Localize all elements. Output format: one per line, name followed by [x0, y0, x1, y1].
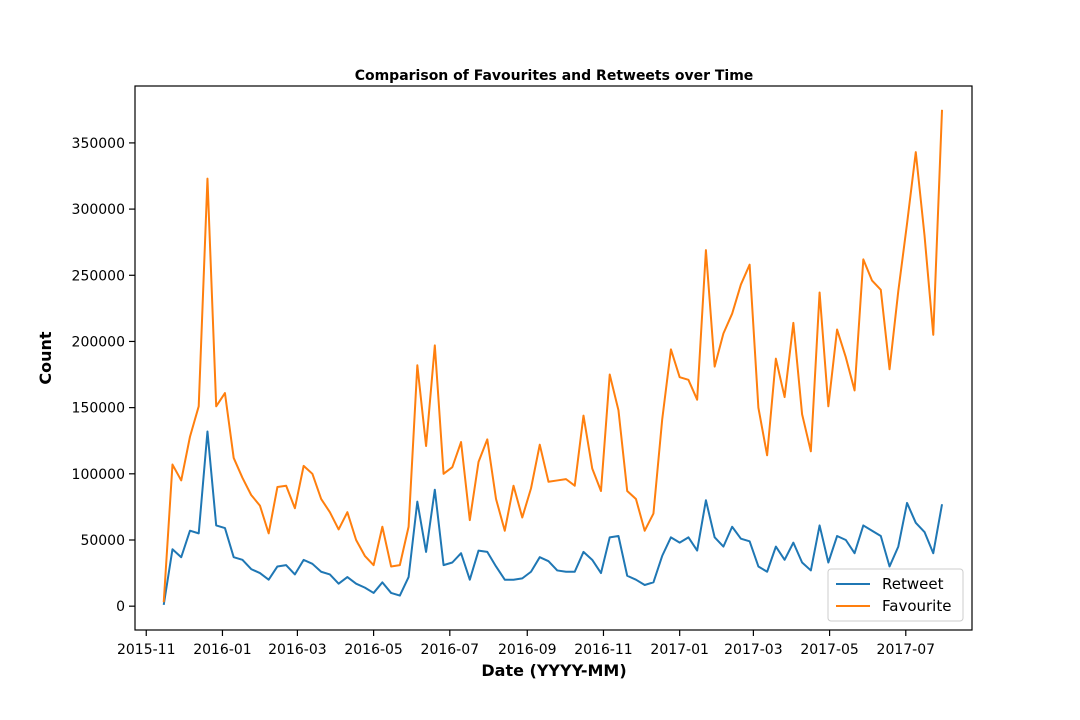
y-tick-label: 250000: [72, 268, 125, 284]
y-tick-label: 350000: [72, 136, 125, 152]
x-tick-label: 2016-07: [421, 642, 480, 658]
y-tick-label: 0: [116, 599, 125, 615]
series-line-retweet: [162, 430, 944, 606]
x-tick-label: 2016-11: [574, 642, 633, 658]
y-tick-label: 50000: [80, 533, 125, 549]
x-tick-label: 2017-03: [724, 642, 783, 658]
x-tick-label: 2015-11: [117, 642, 176, 658]
chart-title: Comparison of Favourites and Retweets ov…: [355, 68, 754, 84]
x-axis: 2015-11 2016-01 2016-03 2016-05 2016-07 2016-…: [117, 630, 935, 658]
y-tick-label: 200000: [72, 334, 125, 350]
series-line-favourite: [162, 109, 944, 603]
x-tick-label: 2017-07: [877, 642, 936, 658]
x-tick-label: 2016-01: [193, 642, 252, 658]
legend: Retweet Favourite: [827, 568, 964, 622]
x-tick-label: 2017-01: [650, 642, 709, 658]
y-tick-label: 150000: [72, 401, 125, 417]
x-tick-label: 2016-05: [344, 642, 403, 658]
legend-label: Favourite: [882, 597, 951, 615]
legend-label: Retweet: [882, 575, 944, 593]
plot-area: [162, 109, 944, 606]
y-tick-label: 300000: [72, 202, 125, 218]
axes-frame: [134, 85, 973, 631]
y-axis-title: Count: [36, 331, 55, 385]
y-axis: 0 50000 100000 150000 200000 250000 300000 3500…: [72, 136, 135, 615]
x-tick-label: 2017-05: [800, 642, 859, 658]
x-axis-title: Date (YYYY-MM): [481, 661, 626, 680]
y-tick-label: 100000: [72, 467, 125, 483]
x-tick-label: 2016-09: [498, 642, 557, 658]
x-tick-label: 2016-03: [268, 642, 327, 658]
legend-box: [827, 568, 964, 622]
